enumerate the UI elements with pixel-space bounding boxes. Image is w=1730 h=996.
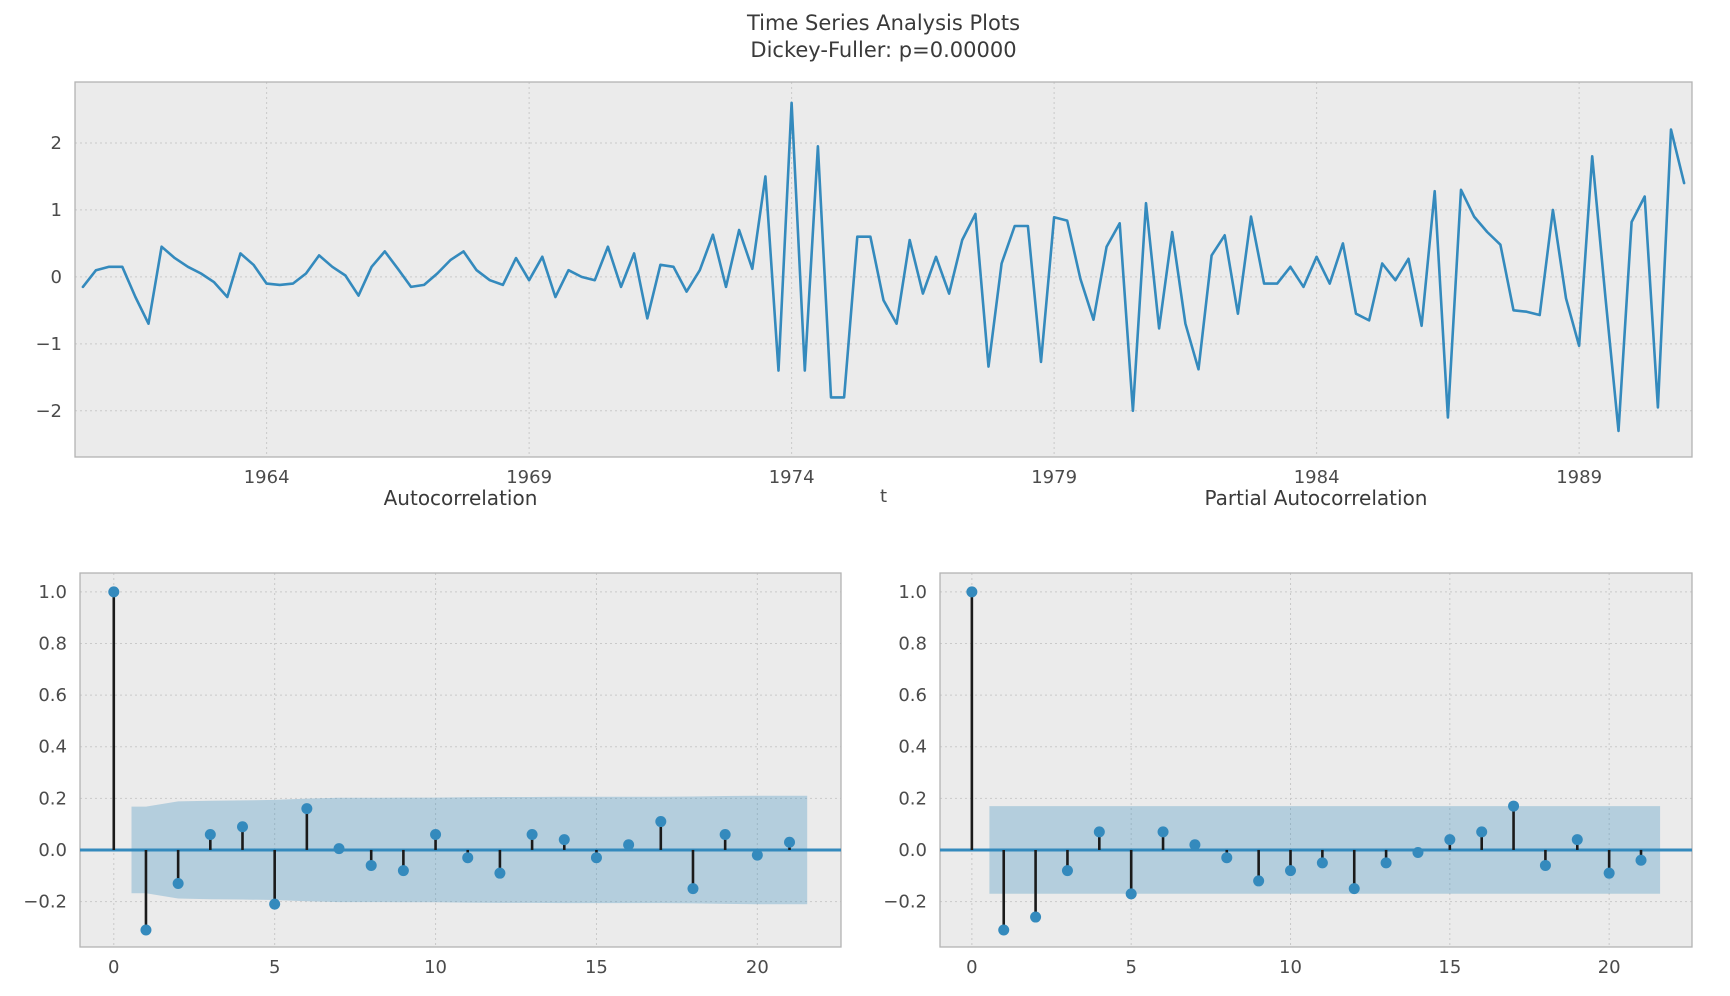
acf-marker bbox=[236, 821, 248, 833]
pacf-ytick-label: −0.2 bbox=[883, 892, 927, 913]
pacf-marker bbox=[1221, 852, 1233, 864]
pacf-marker bbox=[1253, 875, 1265, 887]
pacf-marker bbox=[1189, 839, 1201, 851]
acf-marker bbox=[462, 852, 474, 864]
pacf-title: Partial Autocorrelation bbox=[1204, 486, 1428, 510]
timeseries-plot-area bbox=[75, 82, 1692, 457]
pacf-xtick-label: 20 bbox=[1598, 957, 1621, 978]
acf-ytick-label: 0.0 bbox=[38, 840, 67, 861]
acf-xtick-label: 15 bbox=[585, 957, 608, 978]
figure-title-block: Time Series Analysis Plots Dickey-Fuller… bbox=[75, 10, 1692, 64]
acf-marker bbox=[719, 828, 731, 840]
acf-marker bbox=[687, 883, 699, 895]
acf-marker bbox=[333, 843, 345, 855]
pacf-marker bbox=[1603, 867, 1615, 879]
figure-title: Time Series Analysis Plots bbox=[746, 11, 1021, 35]
timeseries-ytick-label: −2 bbox=[35, 401, 62, 422]
pacf-ytick-label: 0.6 bbox=[898, 685, 927, 706]
pacf-marker bbox=[1412, 847, 1424, 859]
timeseries-ytick-label: −1 bbox=[35, 334, 62, 355]
pacf-marker bbox=[1380, 857, 1392, 869]
acf-xtick-label: 0 bbox=[108, 957, 119, 978]
acf-xtick-label: 20 bbox=[746, 957, 769, 978]
pacf-marker bbox=[1476, 826, 1488, 838]
pacf-ytick-label: 0.2 bbox=[898, 788, 927, 809]
acf-ytick-label: 0.6 bbox=[38, 685, 67, 706]
acf-ytick-label: 0.8 bbox=[38, 633, 67, 654]
acf-marker bbox=[397, 865, 409, 877]
acf-marker bbox=[784, 836, 796, 848]
pacf-marker bbox=[1030, 911, 1042, 923]
acf-ytick-label: −0.2 bbox=[23, 892, 67, 913]
timeseries-xtick-label: 1979 bbox=[1031, 467, 1077, 488]
acf-marker bbox=[204, 828, 216, 840]
pacf-marker bbox=[966, 586, 978, 598]
pacf-marker bbox=[1285, 865, 1297, 877]
pacf-marker bbox=[998, 924, 1010, 936]
acf-xtick-label: 5 bbox=[269, 957, 280, 978]
pacf-marker bbox=[1061, 865, 1073, 877]
pacf-ytick-label: 0.0 bbox=[898, 840, 927, 861]
acf-marker bbox=[526, 828, 538, 840]
pacf-marker bbox=[1093, 826, 1105, 838]
pacf-ytick-label: 0.8 bbox=[898, 633, 927, 654]
acf-ytick-label: 0.2 bbox=[38, 788, 67, 809]
pacf-marker bbox=[1635, 854, 1647, 866]
pacf-xtick-label: 5 bbox=[1125, 957, 1136, 978]
timeseries-xaxis-label: t bbox=[879, 486, 888, 507]
timeseries-xtick-label: 1989 bbox=[1556, 467, 1602, 488]
acf-ytick-label: 1.0 bbox=[38, 582, 67, 603]
acf-marker bbox=[430, 828, 442, 840]
timeseries-xtick-label: 1964 bbox=[244, 467, 290, 488]
acf-marker bbox=[140, 924, 152, 936]
pacf-marker bbox=[1157, 826, 1169, 838]
pacf-xtick-label: 0 bbox=[966, 957, 977, 978]
acf-marker bbox=[108, 586, 120, 598]
pacf-marker bbox=[1348, 883, 1360, 895]
timeseries-xtick-label: 1974 bbox=[769, 467, 815, 488]
timeseries-spines bbox=[74, 81, 1693, 458]
timeseries-series-line bbox=[81, 101, 1686, 433]
timeseries-xtick-label: 1984 bbox=[1294, 467, 1340, 488]
pacf-marker bbox=[1125, 888, 1137, 900]
timeseries-ytick-label: 2 bbox=[51, 133, 62, 154]
acf-marker bbox=[301, 803, 313, 815]
acf-plot-area bbox=[80, 573, 841, 947]
acf-xtick-label: 10 bbox=[424, 957, 447, 978]
pacf-marker bbox=[1444, 834, 1456, 846]
pacf-marker bbox=[1539, 859, 1551, 871]
acf-ytick-label: 0.4 bbox=[38, 737, 67, 758]
pacf-ytick-label: 1.0 bbox=[898, 582, 927, 603]
acf-marker bbox=[365, 859, 377, 871]
pacf-xtick-label: 10 bbox=[1279, 957, 1302, 978]
timeseries-ytick-label: 1 bbox=[51, 200, 62, 221]
acf-marker bbox=[558, 834, 570, 846]
acf-spines bbox=[79, 572, 842, 948]
pacf-marker bbox=[1571, 834, 1583, 846]
figure-subtitle: Dickey-Fuller: p=0.00000 bbox=[750, 38, 1017, 62]
acf-title: Autocorrelation bbox=[383, 486, 538, 510]
acf-marker bbox=[269, 898, 281, 910]
pacf-marker bbox=[1508, 800, 1520, 812]
acf-marker bbox=[623, 839, 635, 851]
acf-marker bbox=[590, 852, 602, 864]
timeseries-ytick-label: 0 bbox=[51, 267, 62, 288]
acf-marker bbox=[494, 867, 506, 879]
timeseries-xtick-label: 1969 bbox=[506, 467, 552, 488]
pacf-spines bbox=[939, 572, 1693, 948]
acf-marker bbox=[751, 849, 763, 861]
pacf-ytick-label: 0.4 bbox=[898, 737, 927, 758]
pacf-marker bbox=[1316, 857, 1328, 869]
pacf-xtick-label: 15 bbox=[1438, 957, 1461, 978]
acf-marker bbox=[172, 878, 184, 890]
pacf-plot-area bbox=[940, 573, 1692, 947]
acf-marker bbox=[655, 816, 667, 828]
